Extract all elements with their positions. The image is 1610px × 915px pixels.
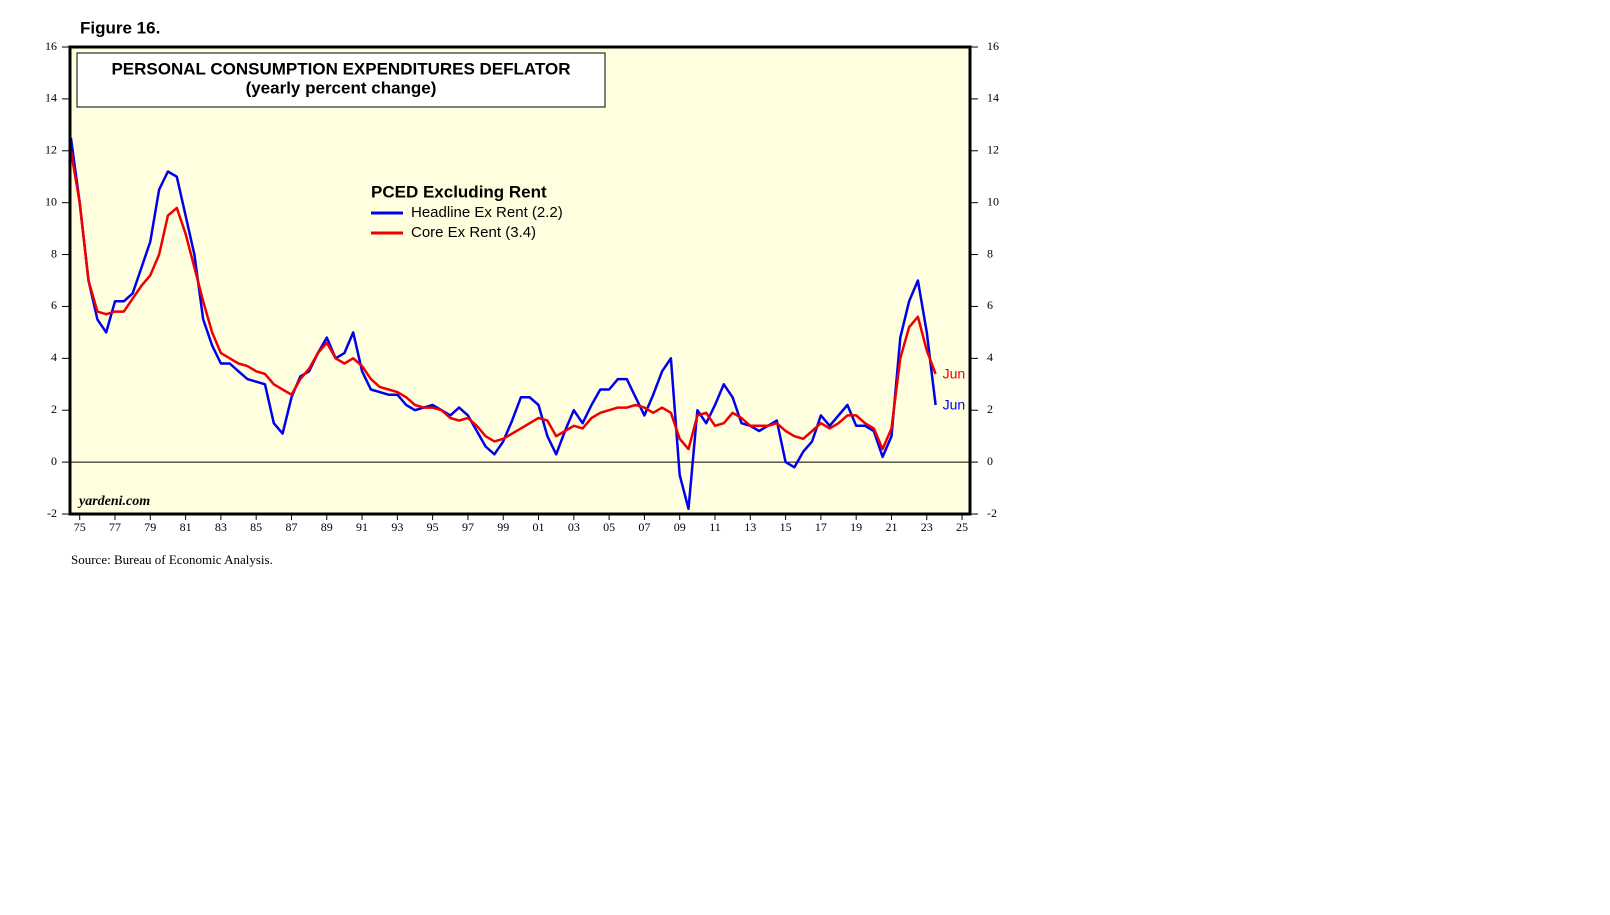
x-tick-label: 13 <box>744 520 756 534</box>
x-tick-label: 25 <box>956 520 968 534</box>
x-tick-label: 89 <box>321 520 333 534</box>
chart-title: PERSONAL CONSUMPTION EXPENDITURES DEFLAT… <box>111 59 570 78</box>
y-tick-label: 12 <box>45 143 57 157</box>
x-tick-label: 77 <box>109 520 121 534</box>
y-tick-label: 10 <box>45 194 57 208</box>
end-label: Jun <box>943 366 966 382</box>
legend-label: Core Ex Rent (3.4) <box>411 224 536 241</box>
x-tick-label: 11 <box>709 520 721 534</box>
x-tick-label: 97 <box>462 520 474 534</box>
y2-tick-label: 14 <box>987 91 999 105</box>
plot-marks <box>69 137 970 511</box>
x-tick-label: 07 <box>638 520 650 534</box>
y-tick-label: 14 <box>45 91 57 105</box>
x-tick-label: 19 <box>850 520 862 534</box>
y2-tick-label: 0 <box>987 454 993 468</box>
plot-frame <box>68 45 972 516</box>
end-label: Jun <box>943 397 966 413</box>
x-tick-label: 75 <box>74 520 86 534</box>
x-tick-label: 79 <box>144 520 156 534</box>
y2-tick-label: -2 <box>987 506 997 520</box>
y-tick-label: 4 <box>51 350 57 364</box>
y-tick-label: 8 <box>51 246 57 260</box>
y2-tick-label: 12 <box>987 143 999 157</box>
series-line <box>69 150 937 451</box>
x-tick-label: 09 <box>674 520 686 534</box>
title-box <box>76 52 606 108</box>
x-tick-label: 23 <box>921 520 933 534</box>
y2-tick-label: 16 <box>987 39 999 53</box>
y2-tick-label: 8 <box>987 246 993 260</box>
x-tick-label: 15 <box>780 520 792 534</box>
x-tick-label: 87 <box>285 520 297 534</box>
y2-tick-label: 10 <box>987 194 999 208</box>
y-tick-label: 2 <box>51 402 57 416</box>
x-tick-label: 21 <box>885 520 897 534</box>
y-tick-label: 16 <box>45 39 57 53</box>
x-tick-label: 17 <box>815 520 827 534</box>
y-tick-label: 6 <box>51 298 57 312</box>
x-tick-label: 91 <box>356 520 368 534</box>
x-tick-label: 95 <box>427 520 439 534</box>
x-tick-label: 83 <box>215 520 227 534</box>
chart-subtitle: (yearly percent change) <box>246 78 437 97</box>
x-tick-label: 99 <box>497 520 509 534</box>
source-note: Source: Bureau of Economic Analysis. <box>71 552 273 567</box>
legend-label: Headline Ex Rent (2.2) <box>411 204 563 221</box>
series-line <box>69 137 937 511</box>
watermark: yardeni.com <box>77 494 150 509</box>
y2-tick-label: 4 <box>987 350 993 364</box>
y-tick-label: -2 <box>47 506 57 520</box>
x-tick-label: 85 <box>250 520 262 534</box>
x-tick-label: 03 <box>568 520 580 534</box>
x-tick-label: 93 <box>391 520 403 534</box>
plot-background <box>70 47 970 514</box>
figure-header: Figure 16. <box>80 18 160 37</box>
y-tick-label: 0 <box>51 454 57 468</box>
y2-tick-label: 6 <box>987 298 993 312</box>
legend-title: PCED Excluding Rent <box>371 182 547 201</box>
x-tick-label: 01 <box>533 520 545 534</box>
x-tick-label: 81 <box>180 520 192 534</box>
x-tick-label: 05 <box>603 520 615 534</box>
y2-tick-label: 2 <box>987 402 993 416</box>
